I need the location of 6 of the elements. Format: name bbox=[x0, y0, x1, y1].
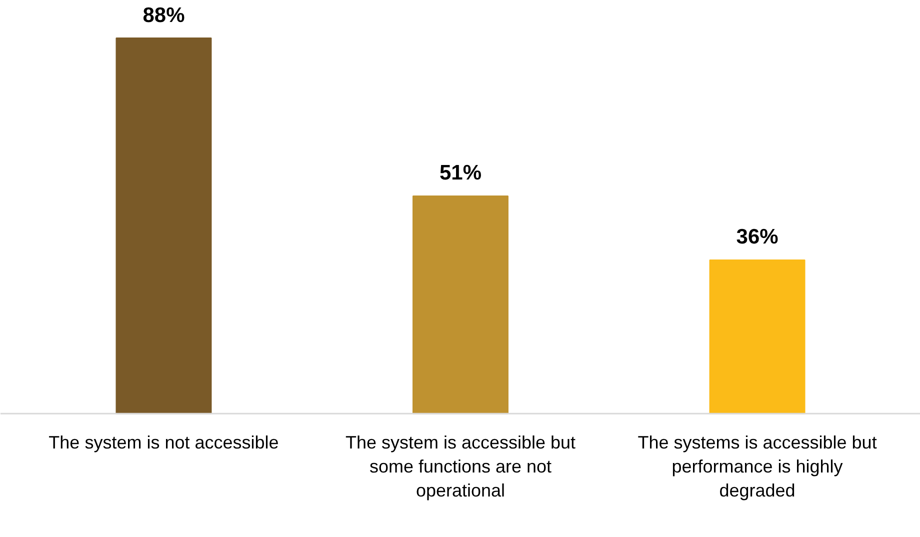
data-label: 36% bbox=[736, 226, 779, 249]
x-tick-label: The system is accessible but some functions are not operational bbox=[345, 432, 576, 500]
data-label: 88% bbox=[142, 4, 186, 27]
data-label: 51% bbox=[439, 162, 482, 185]
x-tick-label: The systems is accessible but performance is highly degraded bbox=[638, 432, 877, 500]
x-tick-label: The system is not accessible bbox=[48, 432, 279, 452]
